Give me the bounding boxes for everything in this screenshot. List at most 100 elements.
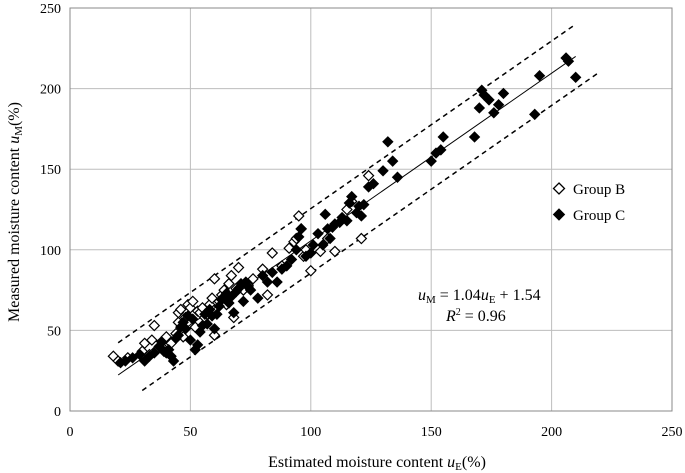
data-point-group-c: [237, 295, 250, 308]
data-point-group-c: [569, 71, 582, 84]
regression-equation: uM = 1.04uE + 1.54: [418, 287, 541, 306]
data-points: [107, 52, 582, 369]
data-point-group-b: [232, 261, 245, 274]
r-squared: R2 = 0.96: [445, 307, 506, 325]
y-tick-label: 0: [54, 405, 61, 420]
data-point-group-c: [228, 306, 240, 319]
data-point-group-c: [529, 108, 541, 121]
x-axis-title-suffix: (%): [462, 454, 486, 471]
r2-var: R: [445, 308, 456, 325]
y-tick-label: 250: [40, 2, 61, 17]
y-tick-labels: 0 50 100 150 200 250: [40, 2, 61, 420]
data-point-group-b: [186, 295, 199, 308]
data-point-group-c: [319, 208, 331, 221]
data-point-group-b: [174, 303, 187, 316]
data-point-group-b: [355, 232, 368, 245]
data-point-group-c: [271, 276, 283, 288]
legend-item-group-b: Group B: [552, 182, 625, 198]
y-axis-title-suffix: (%): [6, 102, 23, 126]
y-tick-label: 100: [40, 244, 61, 259]
r2-tail: = 0.96: [461, 308, 506, 325]
data-point-group-c: [179, 323, 192, 335]
data-point-group-b: [225, 269, 238, 282]
data-point-group-c: [435, 144, 447, 156]
data-point-group-c: [191, 339, 204, 351]
eq-sub-lhs: M: [426, 294, 436, 306]
data-point-group-c: [312, 227, 324, 240]
data-point-group-c: [285, 253, 298, 266]
data-point-group-b: [329, 245, 341, 258]
x-tick-label: 50: [183, 425, 197, 440]
data-point-group-c: [473, 102, 486, 114]
data-point-group-c: [468, 131, 481, 143]
legend: Group B Group C: [552, 182, 625, 224]
x-axis-title-var: u: [447, 454, 455, 471]
x-axis-title: Estimated moisture content uE(%): [268, 454, 486, 473]
data-point-group-c: [290, 244, 303, 256]
y-tick-label: 50: [47, 324, 61, 339]
x-tick-label: 200: [541, 425, 562, 440]
r2-sup: 2: [456, 307, 461, 318]
x-tick-label: 250: [662, 425, 683, 440]
legend-label-group-b: Group B: [573, 182, 625, 198]
x-tick-labels: 0 50 100 150 200 250: [67, 425, 683, 440]
data-point-group-b: [146, 334, 158, 346]
lower-bound-line: [141, 71, 601, 392]
legend-marker-group-b: [552, 182, 566, 195]
data-point-group-c: [244, 284, 257, 296]
data-point-group-c: [497, 87, 510, 100]
data-point-group-b: [292, 210, 305, 222]
data-point-group-c: [281, 260, 293, 272]
data-point-group-c: [341, 215, 353, 227]
data-point-group-b: [208, 329, 221, 342]
x-tick-label: 0: [67, 425, 74, 440]
data-point-group-c: [134, 348, 146, 361]
eq-tail: + 1.54: [496, 287, 541, 304]
data-point-group-c: [437, 131, 449, 143]
eq-var-rhs: u: [481, 287, 489, 304]
y-axis-title-sub: M: [13, 126, 25, 136]
data-point-group-c: [252, 292, 264, 304]
data-point-group-c: [483, 94, 495, 106]
regression-annotation: uM = 1.04uE + 1.54 R2 = 0.96: [418, 287, 541, 325]
data-point-group-c: [386, 155, 399, 167]
data-point-group-c: [208, 323, 221, 335]
data-point-group-b: [362, 169, 375, 182]
series-group-b: [107, 169, 375, 367]
y-axis-title-var: u: [6, 136, 23, 144]
data-point-group-c: [324, 232, 336, 245]
data-point-group-c: [307, 239, 319, 251]
eq-mid: = 1.04: [436, 287, 481, 304]
data-point-group-c: [148, 347, 160, 359]
data-point-group-b: [148, 319, 161, 332]
eq-var-lhs: u: [418, 287, 426, 304]
data-point-group-c: [355, 210, 368, 222]
data-point-group-c: [391, 171, 404, 183]
data-point-group-c: [167, 355, 180, 367]
data-point-group-c: [382, 136, 394, 148]
y-tick-label: 200: [40, 83, 61, 98]
data-point-group-b: [261, 289, 274, 301]
x-tick-label: 100: [300, 425, 321, 440]
data-point-group-c: [317, 239, 329, 251]
data-point-group-c: [425, 155, 437, 167]
data-point-group-c: [261, 276, 274, 288]
eq-sub-rhs: E: [489, 294, 496, 306]
legend-marker-group-c: [552, 208, 566, 221]
x-axis-title-text: Estimated moisture content: [268, 454, 447, 471]
data-point-group-c: [492, 99, 505, 111]
data-point-group-c: [562, 55, 575, 67]
plot-frame: [69, 7, 673, 412]
x-axis-title-sub: E: [455, 461, 462, 473]
data-point-group-c: [377, 165, 389, 177]
data-point-group-c: [346, 190, 358, 203]
legend-label-group-c: Group C: [573, 208, 625, 224]
series-group-c: [114, 52, 582, 369]
upper-bound-line: [117, 23, 577, 344]
data-point-group-c: [488, 107, 500, 119]
data-point-group-c: [295, 223, 307, 235]
data-point-group-c: [533, 69, 546, 82]
data-point-group-b: [266, 247, 279, 259]
y-tick-label: 150: [40, 163, 61, 178]
